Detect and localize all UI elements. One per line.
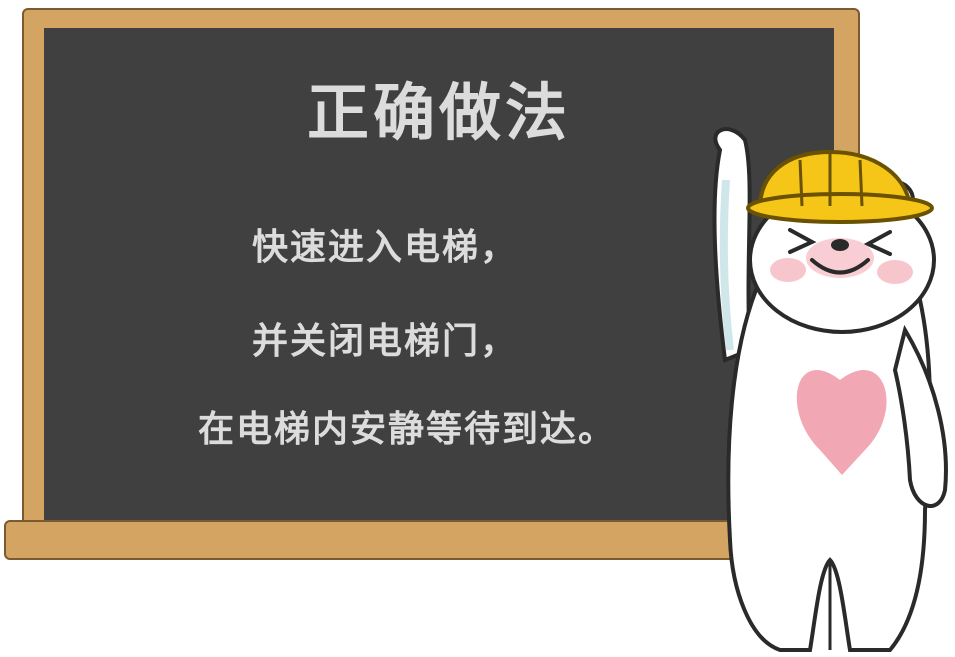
instruction-line-2: 并关闭电梯门，	[251, 321, 518, 362]
blackboard	[44, 28, 834, 520]
bear-mascot-icon	[712, 127, 948, 652]
board-title: 正确做法	[306, 76, 571, 149]
instruction-line-1: 快速进入电梯，	[251, 227, 518, 268]
blackboard-ledge	[4, 520, 858, 560]
instruction-line-3: 在电梯内安静等待到达。	[197, 409, 616, 450]
hard-hat-icon	[746, 149, 934, 224]
heart-icon	[796, 370, 887, 475]
